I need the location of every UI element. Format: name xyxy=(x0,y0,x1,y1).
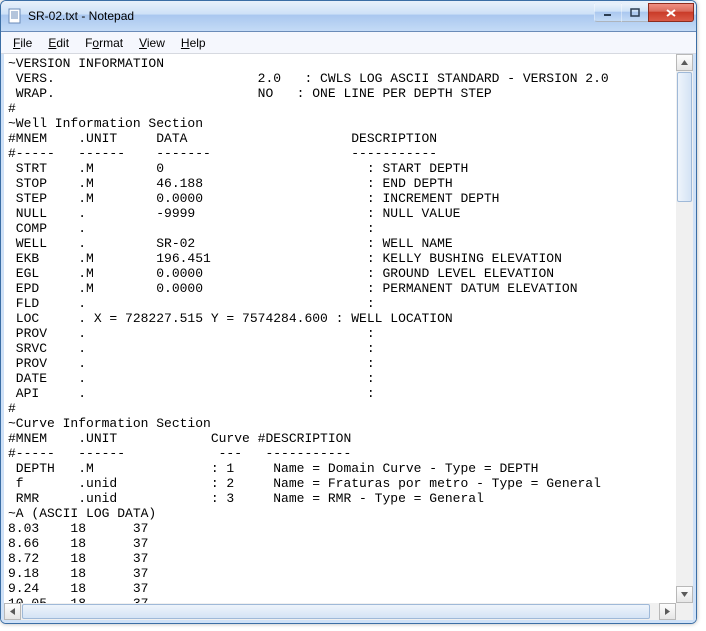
scroll-right-button[interactable] xyxy=(659,603,676,620)
scroll-left-button[interactable] xyxy=(4,603,21,620)
notepad-icon xyxy=(7,8,23,24)
menu-file[interactable]: File xyxy=(5,34,40,52)
menu-help-rest: elp xyxy=(190,36,206,50)
menu-help[interactable]: Help xyxy=(173,34,214,52)
close-button[interactable] xyxy=(648,3,694,22)
menu-bar: File Edit Format View Help xyxy=(1,32,696,54)
menu-format[interactable]: Format xyxy=(77,34,131,52)
vertical-scroll-thumb[interactable] xyxy=(677,72,692,202)
content-area: ~VERSION INFORMATION VERS. 2.0 : CWLS LO… xyxy=(1,54,696,623)
notepad-window: SR-02.txt - Notepad File Edit Format Vie… xyxy=(0,0,697,624)
text-editor[interactable]: ~VERSION INFORMATION VERS. 2.0 : CWLS LO… xyxy=(4,54,676,603)
menu-edit-rest: dit xyxy=(56,36,69,50)
scrollbar-corner xyxy=(676,603,693,620)
maximize-button[interactable] xyxy=(621,3,649,22)
menu-help-u: H xyxy=(181,36,190,50)
horizontal-scrollbar[interactable] xyxy=(4,603,676,620)
menu-format-post: rmat xyxy=(99,36,123,50)
scroll-up-button[interactable] xyxy=(676,54,693,71)
menu-file-rest: ile xyxy=(20,36,32,50)
window-controls xyxy=(594,3,694,22)
window-title: SR-02.txt - Notepad xyxy=(28,9,692,23)
menu-view-u: V xyxy=(139,36,147,50)
scroll-down-button[interactable] xyxy=(676,586,693,603)
menu-view-rest: iew xyxy=(147,36,165,50)
title-bar[interactable]: SR-02.txt - Notepad xyxy=(1,1,696,32)
menu-edit[interactable]: Edit xyxy=(40,34,77,52)
minimize-button[interactable] xyxy=(594,3,622,22)
menu-view[interactable]: View xyxy=(131,34,173,52)
vertical-scrollbar[interactable] xyxy=(676,54,693,603)
file-text[interactable]: ~VERSION INFORMATION VERS. 2.0 : CWLS LO… xyxy=(8,56,672,603)
horizontal-scroll-thumb[interactable] xyxy=(22,604,650,619)
